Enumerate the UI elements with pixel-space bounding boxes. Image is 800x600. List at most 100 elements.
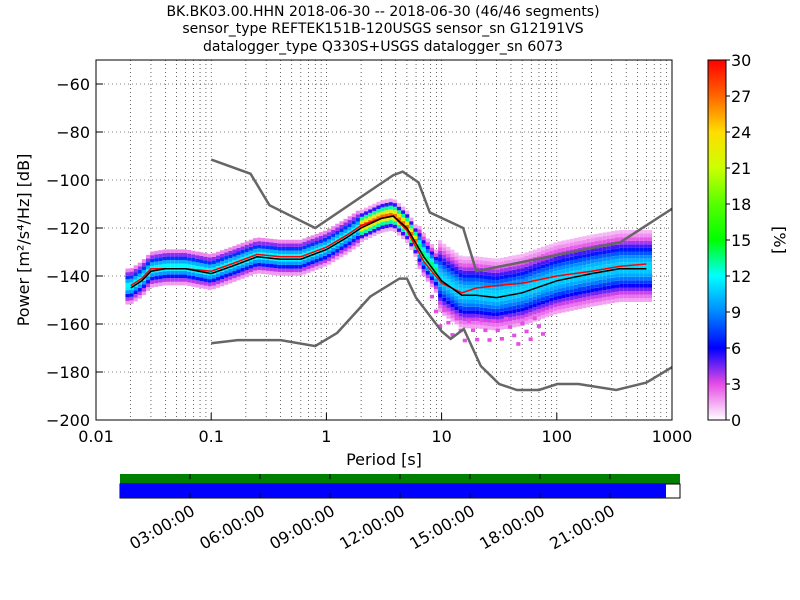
density-cell: [598, 251, 603, 255]
density-cell: [438, 261, 443, 266]
density-cell: [174, 260, 179, 264]
density-cell: [339, 221, 344, 225]
density-cell: [244, 248, 249, 253]
density-cell: [133, 286, 138, 291]
density-cell: [540, 264, 546, 269]
density-cell: [619, 262, 624, 266]
density-cell: [573, 291, 578, 296]
density-cell: [475, 278, 480, 282]
density-cell: [549, 251, 554, 255]
density-cell: [244, 262, 249, 267]
density-cell: [619, 298, 624, 302]
density-cell: [125, 282, 130, 287]
density-cell: [166, 263, 171, 268]
density-cell: [635, 244, 640, 248]
density-cell: [269, 238, 274, 243]
density-cell: [232, 274, 237, 279]
density-cell: [606, 285, 611, 290]
density-cell: [141, 259, 146, 263]
density-cell: [310, 238, 315, 243]
density-cell: [643, 233, 648, 238]
density-cell: [150, 280, 155, 284]
density-cell: [289, 272, 295, 276]
density-cell: [376, 208, 381, 213]
density-cell: [220, 257, 225, 262]
density-cell: [549, 308, 554, 313]
density-cell: [409, 246, 414, 250]
density-cell: [125, 290, 130, 294]
density-cell: [512, 333, 517, 338]
density-cell: [545, 252, 550, 257]
density-cell: [602, 236, 607, 240]
density-cell: [368, 227, 373, 231]
density-cell: [384, 206, 389, 211]
density-cell: [450, 300, 455, 304]
density-cell: [174, 278, 179, 282]
density-cell: [421, 265, 426, 269]
density-cell: [598, 301, 603, 306]
density-cell: [166, 249, 171, 253]
density-cell: [438, 268, 443, 273]
density-cell: [252, 259, 258, 264]
density-cell: [643, 255, 648, 259]
density-cell: [339, 246, 344, 251]
density-cell: [154, 265, 159, 269]
density-cell: [475, 288, 480, 293]
density-cell: [549, 258, 554, 262]
density-cell: [491, 305, 496, 309]
density-cell: [306, 262, 311, 266]
density-cell: [520, 275, 525, 280]
density-cell: [532, 314, 537, 318]
density-cell: [162, 256, 167, 261]
density-cell: [438, 324, 443, 329]
density-cell: [619, 273, 624, 277]
density-cell: [639, 229, 644, 234]
density-cell: [450, 253, 455, 257]
density-cell: [343, 229, 348, 234]
density-cell: [516, 265, 521, 270]
density-cell: [569, 264, 574, 268]
density-cell: [540, 307, 546, 312]
density-cell: [158, 250, 163, 254]
density-cell: [479, 310, 484, 315]
density-cell: [606, 274, 611, 279]
density-cell: [561, 262, 566, 266]
density-cell: [232, 260, 237, 264]
density-cell: [602, 293, 607, 298]
density-cell: [203, 263, 208, 268]
density-cell: [561, 298, 566, 302]
density-cell: [372, 228, 377, 233]
density-cell: [487, 257, 492, 262]
density-cell: [203, 281, 208, 286]
density-cell: [294, 246, 299, 251]
density-cell: [162, 249, 167, 254]
density-cell: [553, 246, 558, 250]
density-cell: [623, 291, 628, 295]
density-cell: [631, 273, 636, 277]
density-cell: [639, 247, 644, 252]
density-cell: [401, 213, 406, 218]
density-cell: [561, 247, 566, 252]
density-cell: [631, 287, 636, 292]
density-cell: [150, 273, 155, 277]
density-cell: [528, 276, 533, 280]
density-cell: [606, 292, 611, 297]
density-cell: [466, 277, 472, 282]
density-cell: [528, 319, 533, 323]
density-cell: [602, 282, 607, 287]
density-cell: [520, 264, 525, 269]
density-cell: [125, 297, 130, 301]
y-tick-label: −180: [46, 363, 90, 382]
density-cell: [643, 251, 648, 256]
density-cell: [475, 292, 480, 297]
density-cell: [557, 295, 562, 299]
x-tick-label: 0.01: [78, 427, 114, 446]
density-cell: [438, 254, 443, 258]
density-cell: [310, 235, 315, 239]
density-cell: [590, 295, 595, 300]
time-tick-label: 15:00:00: [406, 501, 478, 553]
density-cell: [178, 281, 184, 286]
density-cell: [569, 253, 574, 257]
density-cell: [450, 271, 455, 275]
density-cell: [615, 244, 620, 249]
